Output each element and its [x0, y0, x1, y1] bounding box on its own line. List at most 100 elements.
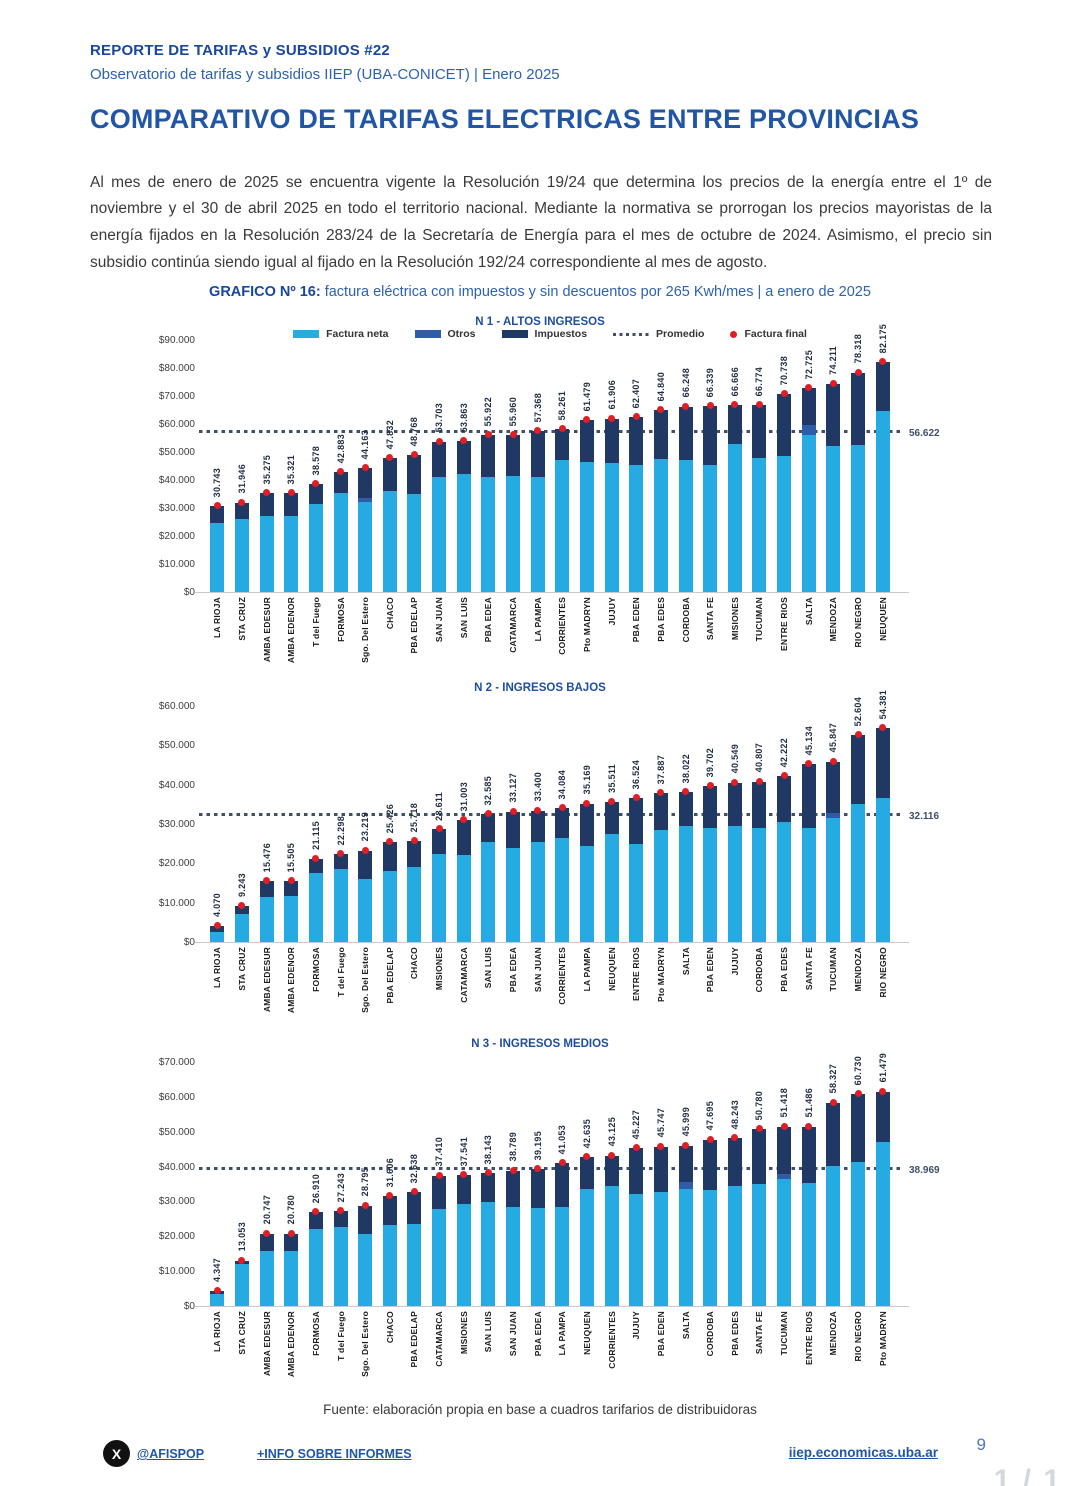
factura-final-dot [263, 877, 271, 885]
x-axis-label: MENDOZA [828, 597, 839, 642]
y-axis-label: $0 [183, 937, 195, 948]
x-axis-label: CATAMARCA [434, 1311, 445, 1367]
x-axis-label: MENDOZA [853, 947, 864, 992]
afispop-link[interactable]: @AFISPOP [137, 1447, 205, 1461]
x-axis-label: STA CRUZ [236, 1311, 247, 1355]
segment-otros [801, 424, 816, 435]
bar-value-label: 26.910 [310, 1173, 321, 1204]
bar-san-luis [481, 813, 496, 942]
bar-entre-rios [629, 798, 644, 942]
x-axis-label: PBA EDELAP [409, 1311, 420, 1368]
chart-title: N 2 - INGRESOS BAJOS [474, 682, 606, 694]
segment-impuestos [579, 1157, 594, 1190]
bar-value-label: 60.730 [853, 1056, 864, 1086]
segment-impuestos [777, 393, 792, 456]
factura-final-dot [632, 1144, 640, 1152]
factura-final-dot [509, 807, 517, 815]
bar-value-label: 21.115 [310, 821, 321, 850]
y-axis-label: $0 [183, 587, 195, 598]
y-axis-label: $20.000 [158, 858, 195, 870]
segment-neta [579, 1189, 594, 1306]
factura-final-dot [879, 357, 887, 365]
bar-corrientes [555, 428, 570, 592]
info-reports-link[interactable]: +INFO SOBRE INFORMES [257, 1447, 412, 1461]
factura-final-dot [287, 1229, 295, 1237]
segment-neta [826, 1165, 841, 1306]
legend-label: Otros [447, 328, 476, 340]
bar-value-label: 20.780 [286, 1195, 297, 1225]
bar-value-label: 30.743 [212, 467, 223, 497]
bar-value-label: 42.883 [335, 433, 346, 463]
bar-entre-rios [777, 393, 792, 592]
bar-cordoba [752, 781, 767, 942]
x-logo-icon[interactable]: X [103, 1440, 130, 1467]
bar-la-rioja [210, 505, 225, 592]
bar-value-label: 40.807 [754, 743, 765, 773]
factura-final-dot [583, 799, 591, 807]
segment-neta [530, 1207, 545, 1306]
bar-jujuy [629, 1148, 644, 1306]
bar-value-label: 48.243 [729, 1099, 740, 1129]
segment-neta [752, 458, 767, 592]
bar-value-label: 55.922 [483, 397, 494, 427]
chart-legend: Factura neta Otros Impuestos Promedio Factur… [165, 328, 935, 340]
chart-n1-altos-ingresos: N 1 - ALTOS INGRESOS $90.000 $80.000 $70.0… [95, 316, 985, 688]
x-axis-label: AMBA EDESUR [261, 947, 272, 1013]
bar-value-label: 15.505 [286, 842, 297, 873]
bar-misiones [456, 1175, 471, 1306]
x-axis-label: MISIONES [458, 1311, 469, 1355]
segment-impuestos [851, 1094, 866, 1163]
factura-final-dot [534, 427, 542, 435]
bar-formosa [333, 471, 348, 592]
segment-impuestos [481, 435, 496, 478]
x-axis-label: CHACO [384, 1311, 395, 1344]
chart-n2-ingresos-bajos: N 2 - INGRESOS BAJOS $60.000 $50.000 $40.0… [95, 682, 985, 1038]
report-subtitle: Observatorio de tarifas y subsidios IIEP… [90, 66, 560, 83]
chart-title: N 1 - ALTOS INGRESOS [475, 316, 605, 328]
y-axis-label: $30.000 [158, 819, 195, 830]
bar-salta [801, 388, 816, 592]
segment-neta [752, 827, 767, 942]
segment-impuestos [382, 1195, 397, 1225]
segment-neta [259, 896, 274, 942]
segment-impuestos [456, 1175, 471, 1205]
bar-value-label: 51.418 [779, 1088, 790, 1118]
bar-formosa [308, 858, 323, 942]
segment-impuestos [703, 1139, 718, 1191]
segment-neta [851, 444, 866, 592]
chart-x-axis: LA RIOJA STA CRUZ AMBA EDESUR AMBA EDENOR FO… [205, 1306, 895, 1402]
bar-value-label: 40.549 [729, 744, 740, 774]
bar-pto-madryn [579, 419, 594, 592]
factura-final-dot [657, 406, 665, 414]
iiep-site-link[interactable]: iiep.economicas.uba.ar [788, 1445, 938, 1460]
bar-pba-edea [530, 1169, 545, 1306]
legend-label: Factura final [744, 328, 807, 340]
segment-neta [826, 818, 841, 942]
segment-impuestos [826, 761, 841, 814]
bar-la-pampa [579, 803, 594, 942]
bar-sgo-del-estero [358, 1205, 373, 1306]
segment-impuestos [653, 410, 668, 460]
y-axis-label: $70.000 [158, 391, 195, 402]
bar-entre-rios [801, 1126, 816, 1306]
x-axis-label: JUJUY [606, 597, 617, 626]
bar-value-label: 41.053 [557, 1124, 568, 1154]
factura-final-dot [558, 424, 566, 432]
segment-impuestos [308, 858, 323, 874]
segment-neta [678, 1189, 693, 1306]
segment-neta [284, 896, 299, 942]
segment-neta [629, 464, 644, 592]
bar-pto-madryn [875, 1091, 890, 1306]
factura-final-dot [386, 1191, 394, 1199]
factura-final-dot [706, 1135, 714, 1143]
factura-final-dot [410, 451, 418, 459]
x-axis-label: T del Fuego [335, 1311, 346, 1361]
factura-final-dot [657, 788, 665, 796]
segment-impuestos [259, 493, 274, 517]
bar-rio-negro [875, 728, 890, 942]
x-axis-label: SALTA [680, 1311, 691, 1340]
segment-neta [678, 825, 693, 942]
factura-final-dot [386, 838, 394, 845]
chart-plot-area: $90.000 $80.000 $70.000 $60.000 $50.000 $40.0… [159, 324, 940, 598]
bar-neuquen [875, 361, 890, 592]
